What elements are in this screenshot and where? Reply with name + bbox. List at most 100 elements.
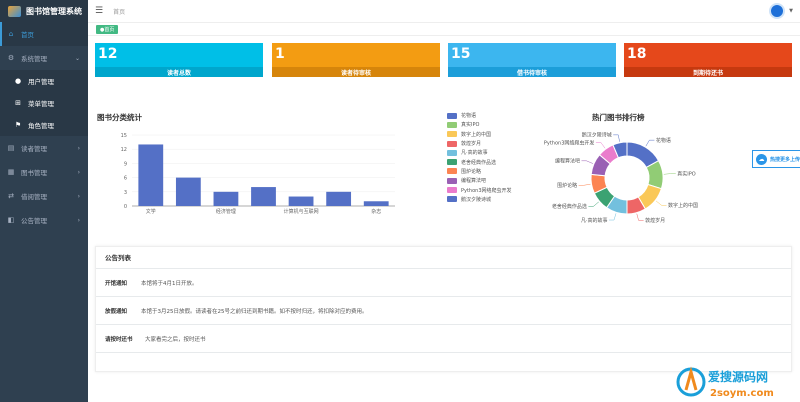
- slice-label: 花物语: [656, 137, 671, 144]
- breadcrumb[interactable]: 首页: [113, 8, 126, 16]
- donut-slice[interactable]: [612, 141, 628, 159]
- book-icon: ▦: [7, 168, 15, 176]
- stat-card-readers[interactable]: 12 读者总数: [95, 43, 263, 77]
- stat-card-borrow-pending[interactable]: 15 借书待审核: [448, 43, 616, 77]
- sidebar-item-readers[interactable]: ▤ 读者管理 ›: [0, 136, 88, 160]
- app-brand[interactable]: 图书馆管理系统: [0, 0, 88, 22]
- legend-item[interactable]: 真实IPO: [447, 120, 527, 129]
- user-icon: ●: [14, 77, 22, 85]
- notice-content: 本馆于3月25日放假。请读者在25号之前归还到期书籍。如不按时归还，将扣除对应的…: [141, 308, 368, 315]
- legend-swatch: [447, 112, 457, 119]
- notice-row[interactable]: 请按时还书 大家看完之后，按时还书: [96, 325, 791, 353]
- notice-title: 请按时还书: [105, 336, 133, 343]
- tab-label: 首页: [104, 27, 115, 33]
- label-leader: [595, 142, 606, 149]
- sidebar-item-users[interactable]: ● 用户管理: [0, 70, 88, 92]
- label-leader: [588, 201, 599, 207]
- stat-value: 15: [451, 46, 471, 62]
- legend-item[interactable]: 围炉论略: [447, 167, 527, 176]
- slice-label: 老舍经典作品选: [552, 203, 587, 210]
- label-leader: [581, 160, 594, 164]
- bar[interactable]: [138, 144, 164, 206]
- stat-label: 读者待审核: [272, 67, 440, 77]
- legend-item[interactable]: Python3网络爬虫开发: [447, 185, 527, 194]
- legend-swatch: [447, 149, 457, 156]
- label-leader: [655, 200, 667, 206]
- chevron-right-icon: ›: [77, 168, 80, 176]
- bar[interactable]: [175, 177, 201, 206]
- sidebar-item-system[interactable]: ⚙ 系统管理 ⌄: [0, 46, 88, 70]
- legend-label: 敦煌岁月: [461, 141, 482, 148]
- legend-item[interactable]: 编程算法吧: [447, 176, 527, 185]
- bar[interactable]: [288, 196, 314, 206]
- slice-label: 敦煌岁月: [645, 217, 665, 224]
- legend-swatch: [447, 187, 457, 194]
- tab-home[interactable]: ● 首页: [96, 25, 119, 34]
- sidebar-item-books[interactable]: ▦ 图书管理 ›: [0, 160, 88, 184]
- site-watermark-logo: 爱搜源码网 2soym.com: [676, 366, 774, 399]
- caret-down-icon[interactable]: ▼: [789, 8, 793, 14]
- sidebar-item-label: 用户管理: [28, 78, 54, 86]
- sidebar-item-menus[interactable]: ⊞ 菜单管理: [0, 92, 88, 114]
- label-leader: [613, 134, 620, 142]
- legend-item[interactable]: 数字上的中国: [447, 130, 527, 139]
- legend-label: 编程算法吧: [461, 178, 487, 185]
- slice-label: 真实IPO: [677, 170, 695, 177]
- home-icon: ⌂: [8, 30, 14, 38]
- legend-swatch: [447, 168, 457, 175]
- y-tick-label: 0: [124, 204, 127, 210]
- stat-value: 1: [275, 46, 285, 62]
- legend-label: 真实IPO: [461, 122, 480, 129]
- legend-swatch: [447, 159, 457, 166]
- x-tick-label: 计算机与互联网: [284, 208, 319, 215]
- sidebar-submenu-system: ● 用户管理 ⊞ 菜单管理 ⚑ 角色管理: [0, 70, 88, 136]
- legend-swatch: [447, 131, 457, 138]
- bar[interactable]: [326, 191, 352, 206]
- stat-card-due-return[interactable]: 18 到期待还书: [624, 43, 792, 77]
- legend-item[interactable]: 鹅汉夕陵诗城: [447, 195, 527, 204]
- y-tick-label: 6: [124, 176, 127, 182]
- bar[interactable]: [363, 201, 389, 206]
- float-upload-button[interactable]: ☁ 热搜更多上传: [752, 150, 800, 168]
- sidebar-item-label: 图书管理: [21, 169, 47, 177]
- tab-bar: ● 首页: [88, 22, 800, 36]
- slice-label: 编程算法吧: [555, 158, 580, 165]
- stat-value: 18: [627, 46, 647, 62]
- sidebar-item-label: 首页: [21, 31, 34, 39]
- notice-title: 开馆通知: [105, 280, 128, 287]
- sidebar-item-notices[interactable]: ◧ 公告管理 ›: [0, 208, 88, 232]
- notice-row[interactable]: 开馆通知 本馆将于4月1日开放。: [96, 269, 791, 297]
- avatar[interactable]: [769, 3, 785, 19]
- x-tick-label: 杂志: [371, 208, 381, 215]
- pie-chart-title: 热门图书排行榜: [592, 113, 645, 122]
- chevron-right-icon: ›: [77, 216, 80, 224]
- watermark-line2: 2soym.com: [710, 388, 774, 399]
- legend-item[interactable]: 敦煌岁月: [447, 139, 527, 148]
- legend-item[interactable]: 凡·高的故事: [447, 148, 527, 157]
- legend-label: 鹅汉夕陵诗城: [461, 196, 492, 203]
- x-tick-label: 经济管理: [216, 208, 236, 215]
- sidebar-item-borrow[interactable]: ⇄ 借阅管理 ›: [0, 184, 88, 208]
- gear-icon: ⚙: [7, 54, 15, 62]
- notice-row[interactable]: 放假通知 本馆于3月25日放假。请读者在25号之前归还到期书籍。如不按时归还，将…: [96, 297, 791, 325]
- stat-value: 12: [98, 46, 118, 62]
- legend-item[interactable]: 老舍经典作品选: [447, 157, 527, 166]
- legend-item[interactable]: 花物语: [447, 111, 527, 120]
- notice-content: 大家看完之后，按时还书: [145, 336, 206, 343]
- legend-label: 花物语: [461, 113, 477, 120]
- stat-card-reader-pending[interactable]: 1 读者待审核: [272, 43, 440, 77]
- top-bar: ☰ 首页 ▼: [88, 0, 800, 22]
- sidebar-item-home[interactable]: ⌂ 首页: [0, 22, 88, 46]
- chevron-right-icon: ›: [77, 144, 80, 152]
- menu-toggle-icon[interactable]: ☰: [95, 6, 104, 16]
- legend-swatch: [447, 121, 457, 128]
- sidebar-item-label: 角色管理: [28, 122, 54, 130]
- bar[interactable]: [213, 191, 239, 206]
- sidebar-item-roles[interactable]: ⚑ 角色管理: [0, 114, 88, 136]
- bar[interactable]: [251, 187, 276, 206]
- sidebar-item-label: 系统管理: [21, 55, 47, 63]
- chevron-down-icon: ⌄: [74, 54, 80, 62]
- y-tick-label: 9: [124, 161, 127, 167]
- float-button-label: 热搜更多上传: [770, 156, 800, 163]
- notice-panel: 公告列表 开馆通知 本馆将于4月1日开放。 放假通知 本馆于3月25日放假。请读…: [95, 246, 792, 372]
